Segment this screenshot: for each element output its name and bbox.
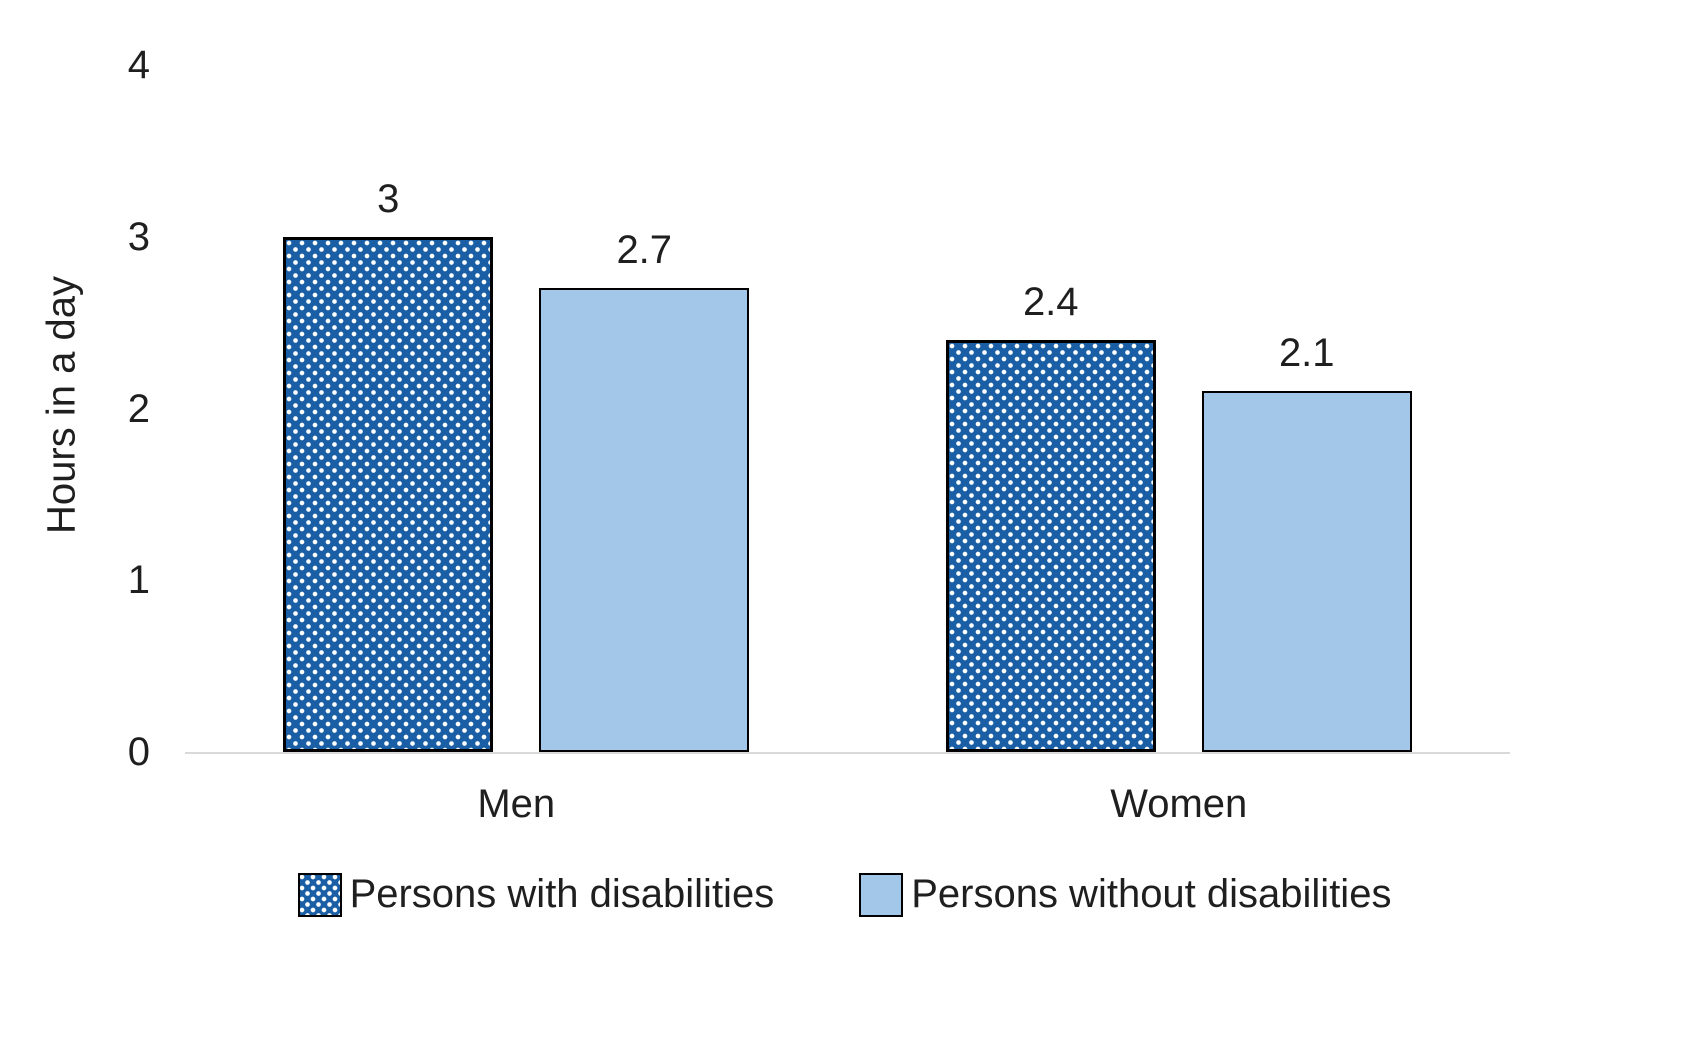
y-tick-label: 1 [127,558,150,603]
bar-value-label: 2.7 [616,228,673,273]
y-tick-label: 3 [127,214,150,259]
bar-groups: 3 2.7 2.4 2.1 [185,65,1510,752]
x-category-label: Men [477,782,556,826]
bar-wrap: 2.7 [539,230,750,752]
plot-area: 3 2.7 2.4 2.1 [185,65,1510,754]
legend: Persons with disabilities Persons without… [0,872,1689,917]
bar-wrap: 2.4 [945,282,1156,752]
bar-series-1-men [539,288,750,752]
bar-group-men: 3 2.7 [185,65,848,752]
bar-series-0-women [945,339,1156,752]
y-axis-ticks: 0 1 2 3 4 [0,45,150,772]
bar-series-0-men [283,236,494,752]
bar-series-1-women [1201,391,1412,752]
legend-label: Persons with disabilities [349,872,775,916]
y-tick-label: 0 [127,730,150,774]
bar-wrap: 3 [283,179,494,752]
bar-wrap: 2.1 [1201,333,1412,752]
bar-group-women: 2.4 2.1 [848,65,1511,752]
x-axis-labels: Men Women [185,782,1510,827]
y-tick-label: 2 [127,386,150,431]
bar-value-label: 2.1 [1278,331,1335,376]
legend-label: Persons without disabilities [911,872,1392,916]
y-tick-label: 4 [127,43,150,87]
x-category-label: Women [1110,782,1248,826]
legend-item: Persons with disabilities [297,872,775,917]
bar-value-label: 2.4 [1022,279,1079,324]
legend-item: Persons without disabilities [859,872,1391,917]
bar-value-label: 3 [377,176,400,221]
legend-swatch-series-1 [859,872,904,917]
legend-swatch-series-0 [297,872,342,917]
